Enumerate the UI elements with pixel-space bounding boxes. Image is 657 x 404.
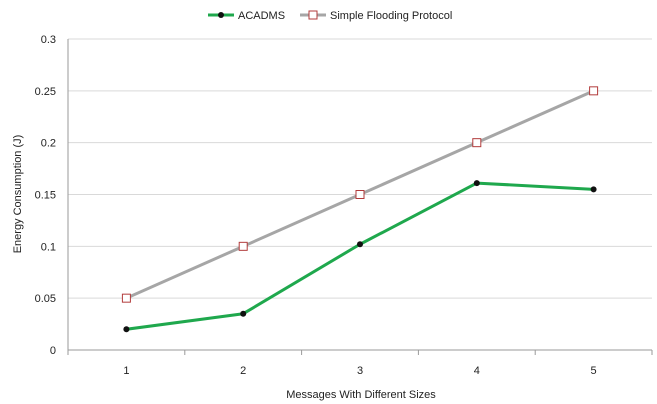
- y-tick-label: 0.3: [41, 34, 56, 46]
- axes: [67, 39, 653, 355]
- data-point-s0-0: [123, 326, 130, 333]
- legend-marker-acadms: [218, 12, 224, 18]
- legend-marker-simple-flooding: [308, 10, 318, 20]
- y-tick-label: 0.1: [41, 241, 56, 253]
- data-point-s0-2: [357, 241, 363, 248]
- x-tick-label: 3: [357, 365, 363, 377]
- y-tick-labels: 0 0.05 0.1 0.15 0.2 0.25 0.3: [35, 34, 56, 357]
- data-point-s1-1: [238, 241, 248, 251]
- legend-item-acadms: ACADMS: [208, 10, 285, 22]
- data-point-s1-3: [472, 138, 482, 148]
- x-tick-label: 1: [123, 365, 129, 377]
- x-tick-labels: 1 2 3 4 5: [123, 365, 596, 377]
- x-tick-label: 4: [474, 365, 480, 377]
- data-point-s1-2: [355, 190, 365, 199]
- x-tick-label: 2: [240, 365, 246, 377]
- gridlines: [68, 38, 652, 299]
- data-point-s1-0: [121, 293, 131, 303]
- x-axis-title: Messages With Different Sizes: [286, 389, 436, 401]
- y-tick-label: 0.15: [35, 190, 56, 202]
- x-tick-label: 5: [591, 365, 597, 377]
- y-tick-label: 0.05: [35, 293, 56, 305]
- legend: ACADMS Simple Flooding Protocol: [208, 10, 452, 22]
- y-axis-title: Energy Consumption (J): [12, 135, 24, 254]
- y-tick-label: 0: [50, 345, 56, 357]
- legend-label-acadms: ACADMS: [238, 10, 285, 22]
- legend-label-simple-flooding: Simple Flooding Protocol: [330, 10, 452, 22]
- data-point-s0-1: [240, 310, 247, 317]
- legend-item-simple-flooding: Simple Flooding Protocol: [300, 10, 452, 22]
- y-tick-label: 0.2: [41, 138, 56, 150]
- data-point-s1-4: [589, 86, 599, 96]
- series-layer: [121, 86, 599, 333]
- data-point-s0-3: [473, 180, 480, 187]
- series-line-0: [126, 181, 594, 331]
- data-point-s0-4: [590, 186, 597, 193]
- y-tick-label: 0.25: [35, 86, 56, 98]
